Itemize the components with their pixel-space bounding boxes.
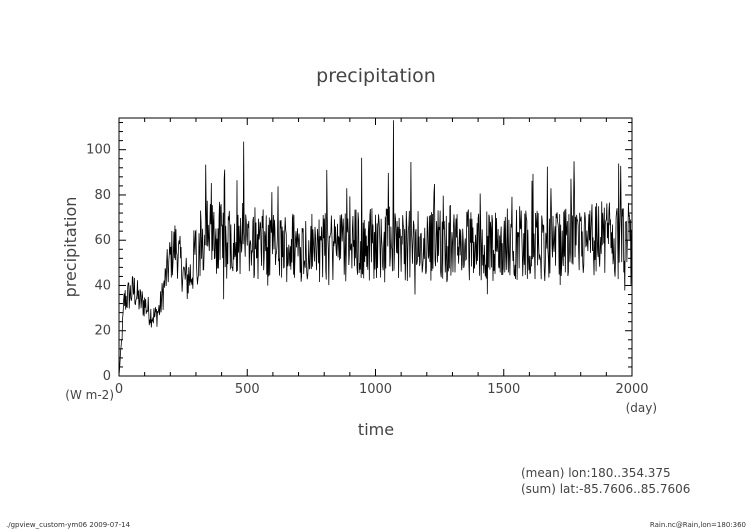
x-unit-label: (day) [626,401,657,415]
chart-title: precipitation [316,65,436,87]
x-tick-label: 1500 [487,382,520,397]
x-tick-label: 500 [235,382,260,397]
y-unit-label: (W m-2) [65,388,114,402]
footer-left: ./gpview_custom-ym06 2009-07-14 [6,521,131,529]
series-line [118,120,633,377]
y-tick-label: 60 [94,233,111,248]
y-tick-label: 100 [86,143,111,158]
x-tick-label: 1000 [359,382,392,397]
x-axis-label: time [358,420,394,439]
plot-area [118,117,633,377]
y-tick-label: 20 [94,324,111,339]
footer-right: Rain.nc@Rain,lon=180:360 [650,521,746,529]
x-axis: 0 500 1000 1500 2000 [115,118,649,397]
mean-annotation: (mean) lon:180..354.375 [521,466,671,480]
y-axis-label: precipitation [61,197,80,298]
y-axis: 0 20 40 60 80 100 [86,122,632,384]
y-tick-label: 0 [103,369,111,384]
y-tick-label: 80 [94,188,111,203]
x-tick-label: 0 [115,382,123,397]
sum-annotation: (sum) lat:-85.7606..85.7606 [521,482,690,496]
y-tick-label: 40 [94,278,111,293]
x-tick-label: 2000 [615,382,648,397]
